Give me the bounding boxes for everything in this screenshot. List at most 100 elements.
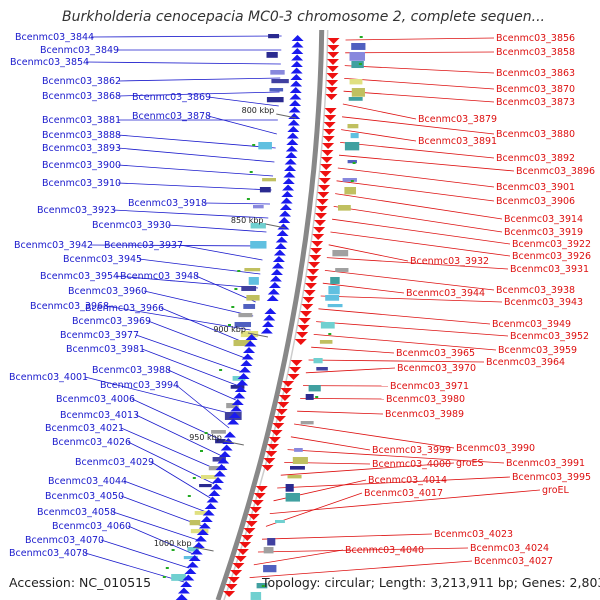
forward-gene-label[interactable]: Bcenmc03_3948 — [120, 271, 199, 282]
right-leader-line — [344, 78, 495, 90]
reverse-gene-label[interactable]: Bcenmc03_3880 — [496, 129, 575, 140]
reverse-gene-label[interactable]: Bcenmc03_3906 — [496, 196, 575, 207]
forward-gene-arrow — [278, 217, 291, 223]
forward-gene-label[interactable]: Bcenmc03_4050 — [45, 491, 124, 502]
forward-gene-label[interactable]: Bcenmc03_3893 — [42, 143, 121, 154]
reverse-gene-label[interactable]: Bcenmc03_3965 — [396, 348, 475, 359]
reverse-gene-label[interactable]: Bcenmc03_3926 — [512, 251, 591, 262]
reverse-gene-label[interactable]: Bcenmc03_3989 — [385, 409, 464, 420]
forward-gene-label[interactable]: Bcenmc03_3945 — [63, 254, 142, 265]
forward-gene-label[interactable]: Bcenmc03_3923 — [37, 205, 116, 216]
reverse-gene-label[interactable]: Bcenmc03_3873 — [496, 97, 575, 108]
forward-gene-label[interactable]: Bcenmc03_3969 — [72, 316, 151, 327]
right-leader-line — [328, 244, 409, 262]
reverse-gene-label[interactable]: groEL — [542, 485, 570, 496]
forward-gene-label[interactable]: Bcenmc03_3854 — [10, 57, 89, 68]
tick-mark — [265, 223, 286, 229]
forward-gene-label[interactable]: Bcenmc03_3918 — [128, 198, 207, 209]
reverse-gene-arrow — [326, 73, 339, 79]
feature-marker — [234, 288, 238, 290]
forward-gene-label[interactable]: Bcenmc03_3930 — [92, 220, 171, 231]
reverse-gene-arrow — [270, 430, 283, 436]
forward-gene-label[interactable]: Bcenmc03_3937 — [104, 240, 183, 251]
reverse-gene-label[interactable]: Bcenmc03_4027 — [474, 556, 553, 567]
forward-gene-label[interactable]: Bcenmc03_3968 — [30, 301, 109, 312]
forward-gene-label[interactable]: Bcenmc03_3988 — [92, 365, 171, 376]
forward-gene-label[interactable]: Bcenmc03_3900 — [42, 160, 121, 171]
reverse-gene-label[interactable]: Bcenmc03_3991 — [506, 458, 585, 469]
reverse-gene-label[interactable]: Bcenmc03_4023 — [434, 529, 513, 540]
reverse-gene-label[interactable]: Bcenmc03_3856 — [496, 33, 575, 44]
reverse-gene-label[interactable]: Bcenmc03_3922 — [512, 239, 591, 250]
reverse-gene-label[interactable]: Bcenmc03_3858 — [496, 47, 575, 58]
reverse-gene-label[interactable]: Bcenmc03_4017 — [364, 488, 443, 499]
reverse-gene-label[interactable]: Bcenmc03_3896 — [516, 166, 595, 177]
forward-gene-label[interactable]: Bcenmc03_4021 — [45, 423, 124, 434]
reverse-gene-label[interactable]: Bcenmc03_3971 — [390, 381, 469, 392]
forward-gene-label[interactable]: Bcenmc03_3888 — [42, 130, 121, 141]
reverse-gene-label[interactable]: Bcenmc03_3999 — [372, 445, 451, 456]
forward-gene-label[interactable]: Bcenmc03_3910 — [42, 178, 121, 189]
forward-gene-label[interactable]: Bcenmc03_3977 — [60, 330, 139, 341]
reverse-gene-label[interactable]: Bcenmc03_3938 — [496, 285, 575, 296]
reverse-gene-label[interactable]: Bcenmc03_3863 — [496, 68, 575, 79]
reverse-gene-label[interactable]: Bcenmc03_4000 — [372, 459, 451, 470]
forward-gene-label[interactable]: Bcenmc03_4044 — [48, 476, 127, 487]
reverse-gene-label[interactable]: Bcenmc03_4024 — [470, 543, 549, 554]
reverse-gene-label[interactable]: Bcenmc03_3919 — [504, 227, 583, 238]
forward-gene-label[interactable]: Bcenmc03_3878 — [132, 111, 211, 122]
reverse-gene-label[interactable]: Bcenmc03_3901 — [496, 182, 575, 193]
reverse-gene-label[interactable]: Bcenmc03_3980 — [386, 394, 465, 405]
reverse-gene-label[interactable]: Bcenmc03_3879 — [418, 114, 497, 125]
forward-gene-arrow — [271, 262, 284, 269]
forward-gene-label[interactable]: Bcenmc03_4070 — [25, 535, 104, 546]
feature-marker — [252, 144, 256, 146]
reverse-gene-label[interactable]: Bcenmc03_3931 — [510, 264, 589, 275]
reverse-gene-label[interactable]: groES — [456, 458, 484, 469]
reverse-gene-label[interactable]: Bcenmc03_3995 — [512, 472, 591, 483]
reverse-gene-label[interactable]: Bcenmc03_3932 — [410, 256, 489, 267]
forward-gene-label[interactable]: Bcenmc03_4006 — [56, 394, 135, 405]
forward-gene-label[interactable]: Bcenmc03_3869 — [132, 92, 211, 103]
forward-gene-label[interactable]: Bcenmc03_3960 — [68, 286, 147, 297]
reverse-gene-label[interactable]: Bcenmc03_3990 — [456, 443, 535, 454]
left-leader-line — [118, 77, 281, 82]
right-leader-line — [280, 462, 455, 476]
forward-gene-label[interactable]: Bcenmc03_4013 — [60, 410, 139, 421]
forward-gene-label[interactable]: Bcenmc03_4029 — [75, 457, 154, 468]
forward-gene-label[interactable]: Bcenmc03_3994 — [100, 380, 179, 391]
reverse-gene-label[interactable]: Bcenmc03_3892 — [496, 153, 575, 164]
forward-gene-label[interactable]: Bcenmc03_3954 — [40, 271, 119, 282]
forward-gene-label[interactable]: Bcenmc03_3862 — [42, 76, 121, 87]
forward-gene-label[interactable]: Bcenmc03_3881 — [42, 115, 121, 126]
reverse-gene-label[interactable]: Bcenmc03_3914 — [504, 214, 583, 225]
reverse-gene-label[interactable]: Bcenmc03_3949 — [492, 319, 571, 330]
reverse-gene-label[interactable]: Bcenmc03_3970 — [397, 363, 476, 374]
reverse-gene-label[interactable]: Bcenmc03_4014 — [368, 475, 447, 486]
forward-gene-label[interactable]: Bcenmc03_4001 — [9, 372, 88, 383]
reverse-gene-label[interactable]: Bcenmc03_3964 — [486, 357, 565, 368]
forward-gene-label[interactable]: Bcenmc03_4026 — [52, 437, 131, 448]
forward-gene-label[interactable]: Bcenmc03_3942 — [14, 240, 93, 251]
feature-block — [351, 43, 366, 50]
forward-gene-label[interactable]: Bcenmc03_4058 — [37, 507, 116, 518]
left-leader-line — [147, 320, 246, 359]
reverse-gene-label[interactable]: Bcenmc03_3952 — [510, 331, 589, 342]
forward-gene-label[interactable]: Bcenmc03_3981 — [66, 344, 145, 355]
forward-gene-label[interactable]: Bcenmc03_3844 — [15, 32, 94, 43]
reverse-gene-label[interactable]: Bcenmc03_3959 — [498, 345, 577, 356]
forward-gene-label[interactable]: Bcenmc03_3849 — [40, 45, 119, 56]
feature-block — [208, 466, 226, 471]
reverse-gene-arrow — [325, 94, 338, 100]
reverse-gene-label[interactable]: Bcenmc03_3943 — [504, 297, 583, 308]
forward-gene-label[interactable]: Bcenmc03_3868 — [42, 91, 121, 102]
forward-gene-label[interactable]: Bcenmc03_4060 — [52, 521, 131, 532]
feature-block — [270, 70, 285, 75]
forward-gene-label[interactable]: Bcenmc03_3966 — [85, 303, 164, 314]
forward-gene-label[interactable]: Bcenmc03_4078 — [9, 548, 88, 559]
reverse-gene-label[interactable]: Bcenmc03_4040 — [345, 545, 424, 556]
reverse-gene-label[interactable]: Bcenmc03_3870 — [496, 84, 575, 95]
reverse-gene-arrow — [327, 52, 340, 58]
reverse-gene-label[interactable]: Bcenmc03_3944 — [406, 288, 485, 299]
reverse-gene-label[interactable]: Bcenmc03_3891 — [418, 136, 497, 147]
